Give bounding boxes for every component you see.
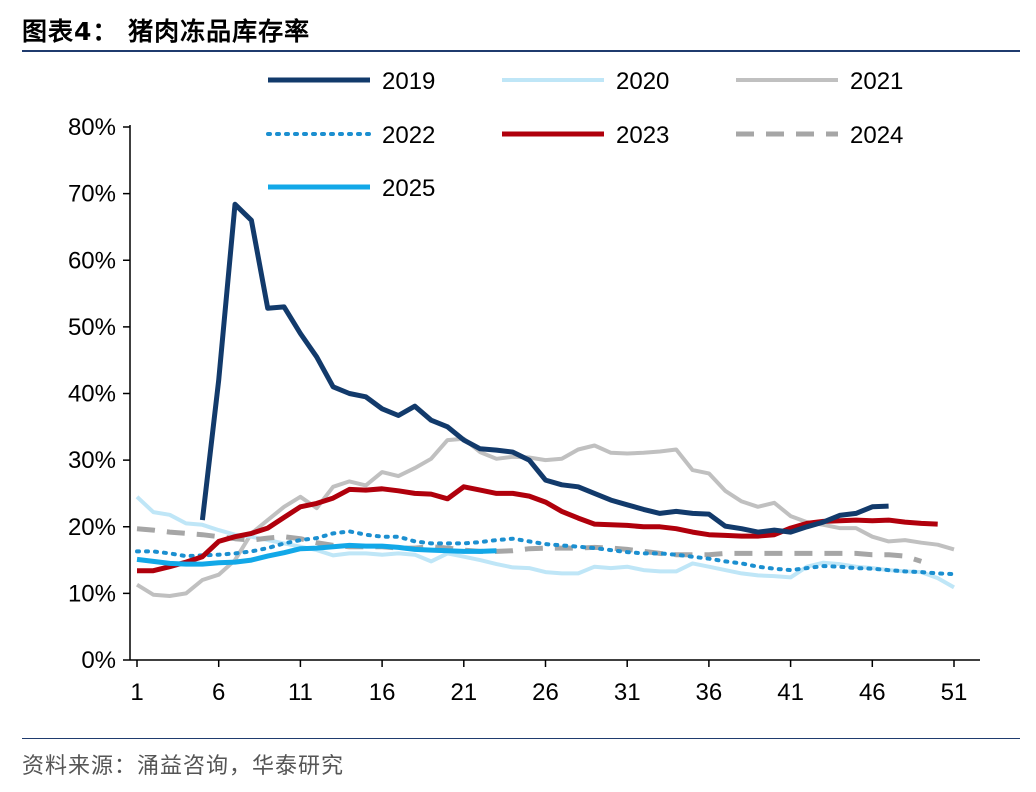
axes: 0%10%20%30%40%50%60%70%80%1 6 11 16 21 26 31 36… [68, 114, 980, 706]
x-tick-label: 31 [614, 679, 641, 706]
footer-rule [22, 738, 1020, 739]
series-line-2023 [137, 484, 938, 574]
x-tick-label: 41 [777, 679, 804, 706]
y-tick-label: 70% [68, 181, 116, 208]
x-tick-label: 51 [941, 679, 968, 706]
series-line-2025 [136, 542, 497, 567]
x-tick-label: 16 [369, 679, 396, 706]
legend-label-2019: 2019 [382, 68, 435, 95]
y-tick-label: 0% [81, 647, 116, 674]
y-tick-label: 10% [68, 580, 116, 607]
x-tick-label: 26 [532, 679, 559, 706]
x-tick-label: 6 [212, 679, 225, 706]
legend-label-2023: 2023 [616, 122, 669, 149]
legend-label-2022: 2022 [382, 122, 435, 149]
legend-label-2025: 2025 [382, 175, 435, 202]
y-tick-label: 20% [68, 514, 116, 541]
series-lines [135, 201, 956, 598]
series-line-2020 [135, 495, 955, 590]
chart-title: 图表4： 猪肉冻品库存率 [22, 17, 311, 46]
y-tick-label: 30% [68, 447, 116, 474]
legend-label-2021: 2021 [850, 68, 903, 95]
legend-label-2020: 2020 [616, 68, 669, 95]
x-tick-label: 1 [130, 679, 143, 706]
x-tick-label: 46 [859, 679, 886, 706]
x-tick-label: 21 [450, 679, 477, 706]
series-line-2024 [136, 526, 923, 564]
y-tick-label: 40% [68, 381, 116, 408]
y-tick-label: 50% [68, 314, 116, 341]
y-tick-label: 80% [68, 114, 116, 141]
x-tick-label: 11 [288, 679, 313, 706]
y-tick-label: 60% [68, 247, 116, 274]
source-note: 资料来源：涌益咨询，华泰研究 [22, 754, 345, 779]
legend-label-2024: 2024 [850, 122, 903, 149]
series-line-2022 [135, 529, 956, 577]
title-rule [22, 50, 1020, 52]
series-line-2019 [199, 201, 889, 535]
x-tick-label: 36 [696, 679, 723, 706]
legend: 2019 2020 2021 2022 2023 2024 2025 [266, 68, 903, 202]
